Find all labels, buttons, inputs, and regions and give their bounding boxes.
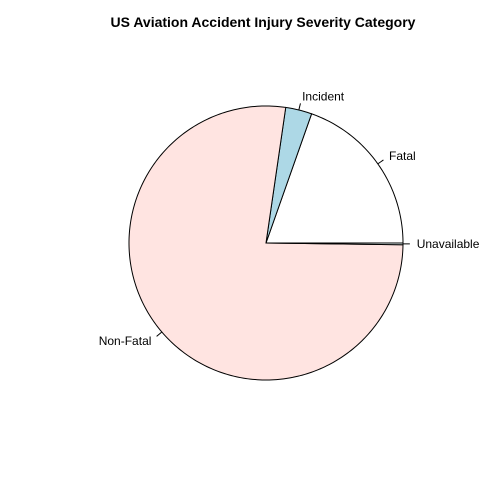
pie-leader-fatal bbox=[378, 160, 384, 164]
pie-label-fatal: Fatal bbox=[389, 149, 416, 163]
pie-slices bbox=[129, 106, 403, 380]
pie-leader-non-fatal bbox=[157, 332, 162, 336]
chart-title: US Aviation Accident Injury Severity Cat… bbox=[111, 14, 416, 30]
pie-label-non-fatal: Non-Fatal bbox=[99, 334, 152, 348]
pie-label-incident: Incident bbox=[302, 90, 345, 104]
pie-label-unavailable: Unavailable bbox=[417, 237, 480, 251]
pie-leader-incident bbox=[299, 103, 301, 110]
